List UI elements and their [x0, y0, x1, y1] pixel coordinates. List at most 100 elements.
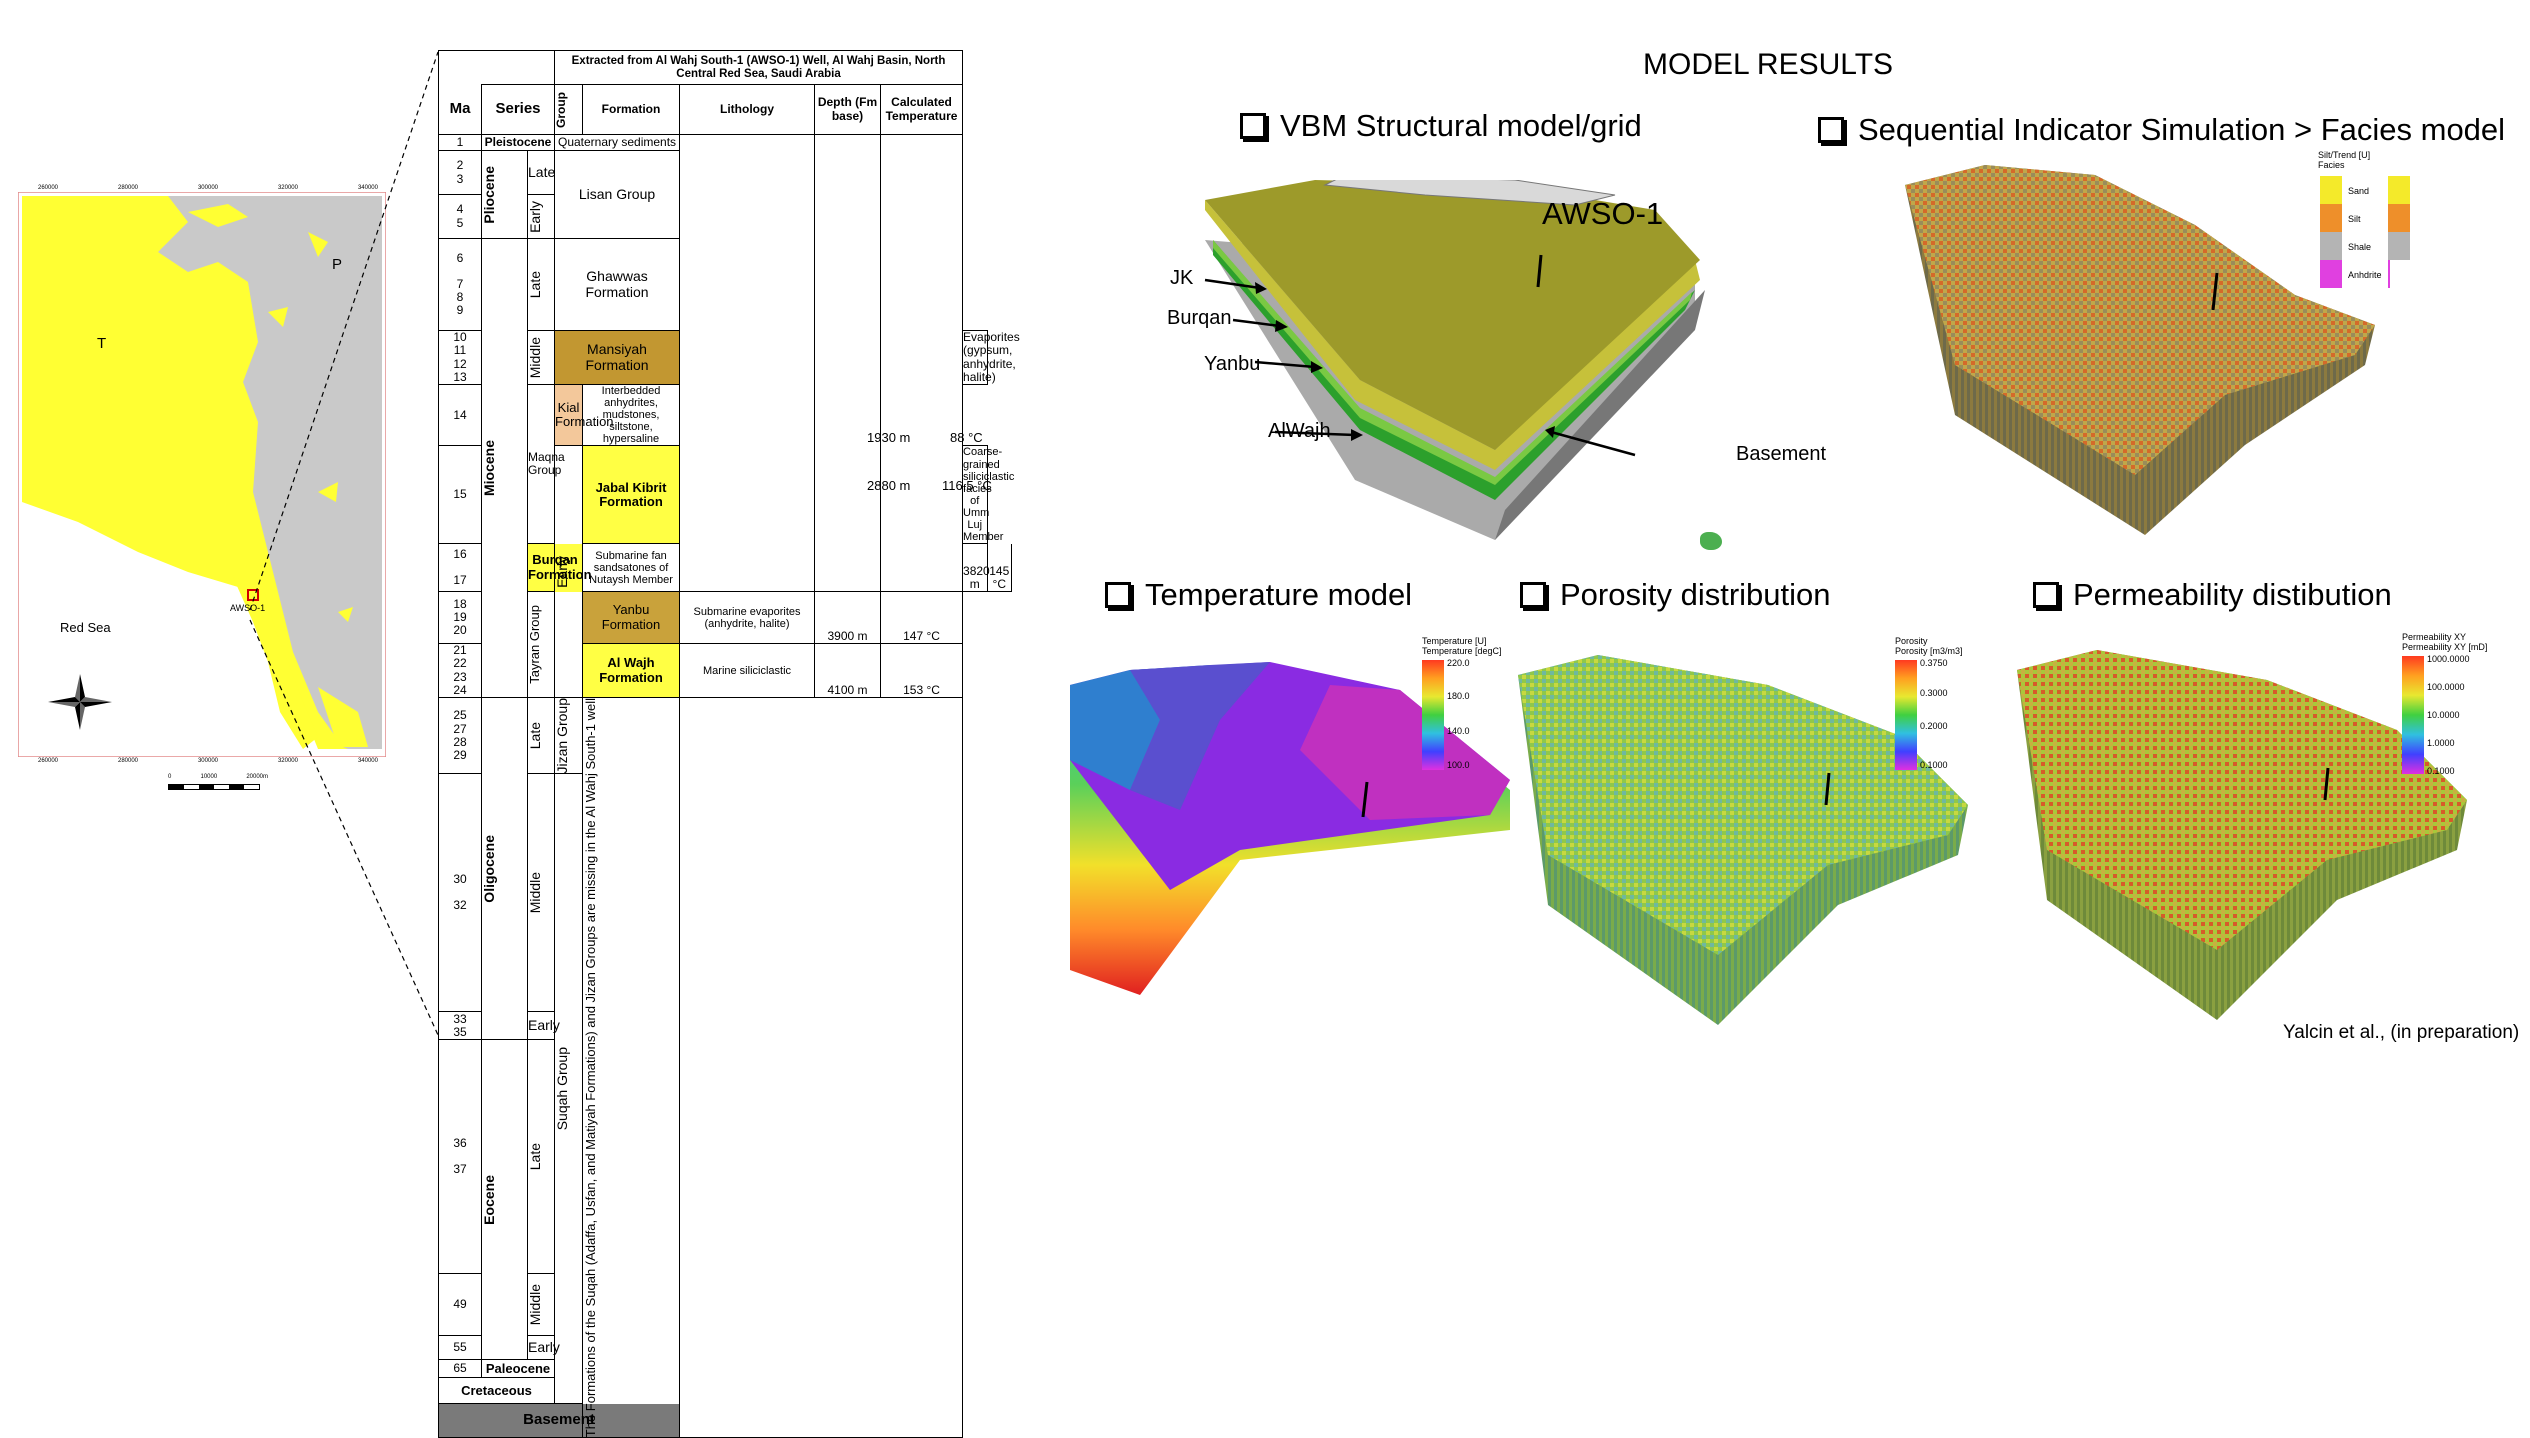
pleistocene: Pleistocene	[480, 134, 556, 151]
temp-legend-subtitle: Temperature [degC]	[1422, 646, 1502, 656]
pliocene: Pliocene	[481, 165, 497, 224]
legend-anhydrite: Anhdrite	[2348, 270, 2382, 280]
permeability-legend: Permeability XY Permeability XY [mD] 100…	[2402, 632, 2502, 776]
vbm-well-label: AWSO-1	[1542, 196, 1664, 231]
vbm-model-image	[1204, 180, 1705, 540]
legend-sand: Sand	[2348, 186, 2370, 196]
facies-legend-subtitle: Facies	[2318, 160, 2345, 170]
poro-legend-subtitle: Porosity [m3/m3]	[1895, 646, 1963, 656]
miocene-middle: Middle	[527, 336, 543, 379]
alwajh-lith: Marine siliciclastic	[679, 643, 816, 698]
perm-tick: 0.1000	[2427, 766, 2455, 776]
geologic-map: T P Red Sea AWSO-1 260000 280000 300000 320…	[17, 185, 387, 790]
temperature-model-image	[1070, 662, 1510, 995]
perm-tick: 1.0000	[2427, 738, 2455, 748]
checkbox-icon	[1520, 582, 1546, 608]
poro-tick: 0.2000	[1920, 721, 1948, 731]
pliocene-late: Late	[526, 150, 555, 195]
axis-cube-icon	[1700, 532, 1722, 550]
burqan: Burqan Formation	[526, 543, 592, 593]
permeability-model-image	[2017, 650, 2467, 1020]
temp-tick: 140.0	[1447, 726, 1470, 736]
perm-legend-subtitle: Permeability XY [mD]	[2402, 642, 2488, 652]
yanbu: Yanbu Formation	[582, 591, 681, 645]
maqna: Maqna Group	[528, 449, 565, 478]
vbm-label-basement: Basement	[1736, 443, 1827, 465]
basement: Basement	[437, 1403, 681, 1438]
paleocene: Paleocene	[480, 1359, 556, 1379]
porosity-model-image	[1518, 655, 1968, 1025]
cretaceous: Cretaceous	[437, 1377, 556, 1405]
perm-tick: 100.0000	[2427, 682, 2465, 692]
miocene-late: Late	[527, 270, 543, 299]
kial-depth: 1930 m	[867, 430, 911, 445]
ghawwas: Ghawwas Formation	[554, 238, 681, 331]
tayran: Tayran Group	[527, 605, 542, 684]
strat-header: Extracted from Al Wahj South-1 (AWSO-1) …	[554, 50, 964, 85]
pliocene-early: Early	[527, 200, 543, 233]
section-temperature: Temperature model	[1105, 577, 1412, 613]
oligocene: Oligocene	[481, 834, 497, 903]
vbm-label-yanbu: Yanbu	[1204, 353, 1261, 375]
citation: Yalcin et al., (in preparation)	[2283, 1022, 2520, 1043]
perm-tick: 10.0000	[2427, 710, 2460, 720]
legend-shale: Shale	[2348, 242, 2372, 252]
map-label-p: P	[332, 256, 343, 273]
col-depth: Depth (Fm base)	[814, 84, 882, 135]
mansiyah-lith: Evaporites (gypsum, anhydrite, halite)	[962, 330, 1020, 385]
poro-tick: 0.1000	[1920, 760, 1948, 770]
perm-legend-title: Permeability XY	[2402, 632, 2467, 642]
section-permeability: Permeability distibution	[2033, 577, 2392, 613]
map-well-label: AWSO-1	[230, 603, 266, 613]
col-formation: Formation	[582, 84, 681, 135]
alwajh-depth: 4100 m	[814, 643, 882, 698]
col-lithology: Lithology	[679, 84, 816, 135]
col-group: Group	[554, 91, 569, 128]
quaternary: Quaternary sediments	[554, 134, 681, 151]
temp-tick: 100.0	[1447, 760, 1470, 770]
checkbox-icon	[1818, 117, 1844, 143]
eocene-late: Late	[527, 1143, 543, 1171]
alwajh: Al Wajh Formation	[582, 643, 681, 698]
map-scale-labels: 0 10000 20000m	[168, 774, 268, 780]
kial: Kial Formation	[554, 383, 614, 447]
jabal-depth: 2880 m	[867, 478, 911, 493]
burqan-depth: 3820 m	[962, 543, 990, 593]
map-label-t: T	[97, 335, 107, 352]
oligocene-late: Late	[527, 722, 543, 750]
facies-legend: Silt/Trend [U] Facies Sand Silt Shale An…	[2318, 150, 2428, 306]
temp-tick: 220.0	[1447, 658, 1470, 668]
eocene-early: Early	[526, 1335, 560, 1361]
checkbox-icon	[1105, 582, 1131, 608]
legend-silt: Silt	[2348, 214, 2361, 224]
ma-cell: 1	[438, 134, 482, 151]
col-temp: Calculated Temperature	[880, 84, 964, 135]
poro-legend-title: Porosity	[1895, 636, 1928, 646]
porosity-legend: Porosity Porosity [m3/m3] 0.3750 0.3000 …	[1895, 636, 1975, 770]
section-porosity: Porosity distribution	[1520, 577, 1831, 613]
yanbu-temp: 147 °C	[880, 591, 964, 645]
vbm-label-burqan: Burqan	[1167, 307, 1232, 329]
map-scale-bar	[168, 784, 260, 790]
miocene: Miocene	[481, 439, 497, 496]
checkbox-icon	[2033, 582, 2059, 608]
map-label-red-sea: Red Sea	[60, 620, 111, 635]
suqah: Suqah Group	[554, 1047, 571, 1131]
yanbu-depth: 3900 m	[814, 591, 882, 645]
jabal-temp: 116.5 °C	[942, 478, 992, 493]
map-bottom-ticks: 260000 280000 300000 320000 340000	[38, 758, 378, 764]
vbm-label-alwajh: AlWajh	[1268, 420, 1331, 442]
mansiyah: Mansiyah Formation	[554, 330, 681, 385]
temp-legend-title: Temperature [U]	[1422, 636, 1487, 646]
temperature-legend: Temperature [U] Temperature [degC] 220.0…	[1422, 636, 1502, 770]
kial-lith: Interbedded anhydrites, mudstones, silts…	[582, 383, 681, 447]
map-svg	[17, 191, 387, 758]
poro-tick: 0.3000	[1920, 688, 1948, 698]
miocene-early: Early	[554, 555, 571, 588]
page-title: MODEL RESULTS	[1643, 48, 1894, 81]
missing-note: The Formations of the Suqah (Adaffa, Usf…	[583, 697, 599, 1438]
vbm-label-jk: JK	[1170, 267, 1194, 289]
poro-tick: 0.3750	[1920, 658, 1948, 668]
burqan-temp: 145 °C	[986, 543, 1013, 593]
section-sis: Sequential Indicator Simulation > Facies…	[1818, 112, 2505, 148]
